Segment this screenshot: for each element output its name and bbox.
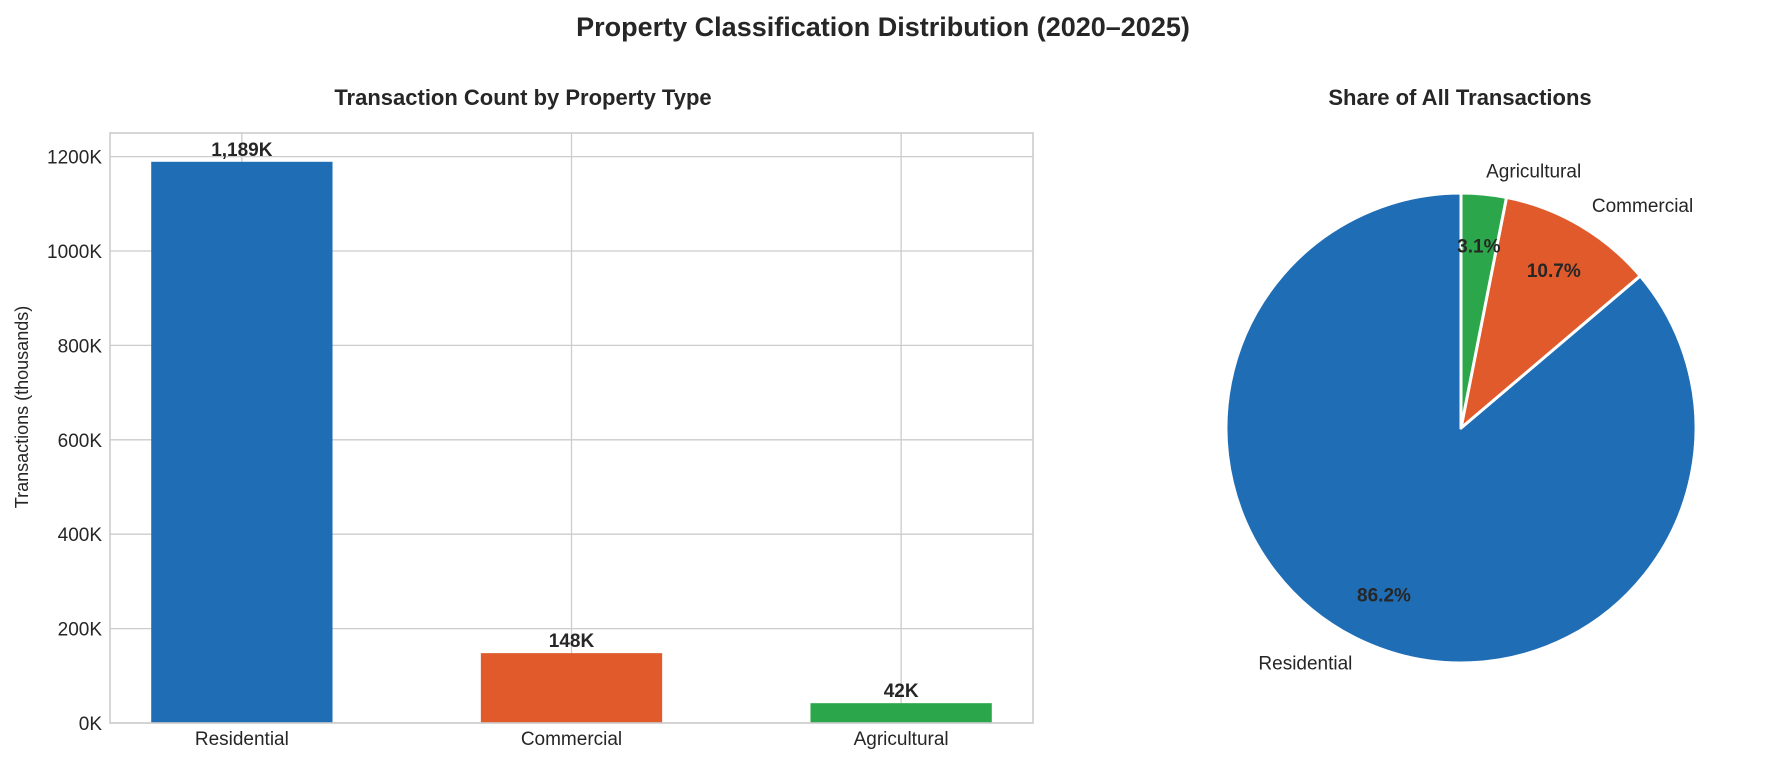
pie-slice-agricultural bbox=[1459, 191, 1508, 430]
bar-value-label-residential: 1,189K bbox=[211, 140, 273, 161]
figure-title: Property Classification Distribution (20… bbox=[576, 12, 1190, 42]
bar-value-label-commercial: 148K bbox=[549, 631, 595, 652]
bar-chart-y-tick-label: 400K bbox=[58, 525, 103, 546]
bar-chart-x-ticks: Residential Commercial Agricultural bbox=[195, 729, 949, 750]
bar-chart-plot-frame bbox=[109, 132, 1034, 724]
pie-category-label-residential: Residential bbox=[1258, 654, 1352, 675]
pie-chart-slices bbox=[1224, 191, 1698, 665]
pie-percent-label-residential: 86.2% bbox=[1357, 585, 1411, 606]
pie-percent-label-commercial: 10.7% bbox=[1527, 261, 1581, 282]
bar-chart-y-axis-label: Transactions (thousands) bbox=[12, 306, 32, 508]
bar-chart-title: Transaction Count by Property Type bbox=[334, 85, 711, 110]
bar-chart-x-tick-label: Residential bbox=[195, 729, 289, 750]
bar-chart-y-tick-label: 0K bbox=[79, 714, 103, 735]
bar-chart-y-tick-label: 800K bbox=[58, 336, 103, 357]
bar-chart-panel: Transaction Count by Property Type Trans… bbox=[12, 85, 1034, 750]
bar-chart-y-tick-label: 600K bbox=[58, 431, 103, 452]
pie-chart-panel: Share of All Transactions 86.2% 10.7% 3.1%… bbox=[1224, 85, 1698, 675]
pie-percent-label-agricultural: 3.1% bbox=[1457, 237, 1500, 258]
pie-chart-title: Share of All Transactions bbox=[1328, 85, 1591, 110]
pie-category-label-commercial: Commercial bbox=[1592, 196, 1693, 217]
bar-chart-x-tick-label: Commercial bbox=[521, 729, 622, 750]
bar-commercial bbox=[480, 653, 663, 723]
pie-chart-percent-labels: 86.2% 10.7% 3.1% bbox=[1357, 237, 1581, 607]
bar-chart-x-tick-label: Agricultural bbox=[854, 729, 949, 750]
bar-chart-y-ticks: 0K 200K 400K 600K 800K 1000K 1200K bbox=[47, 148, 102, 735]
bar-chart-y-tick-label: 1000K bbox=[47, 242, 102, 263]
bar-value-label-agricultural: 42K bbox=[884, 681, 919, 702]
bar-chart-y-tick-label: 1200K bbox=[47, 148, 102, 169]
bar-chart-value-labels: 1,189K 148K 42K bbox=[211, 140, 919, 702]
bar-chart-y-tick-label: 200K bbox=[58, 620, 103, 641]
bar-chart-bars bbox=[151, 161, 992, 724]
pie-slice-commercial bbox=[1459, 195, 1642, 430]
bar-agricultural bbox=[810, 703, 992, 723]
pie-category-label-agricultural: Agricultural bbox=[1486, 162, 1581, 183]
pie-chart-category-labels: Residential Commercial Agricultural bbox=[1258, 162, 1693, 675]
bar-residential bbox=[151, 161, 333, 724]
